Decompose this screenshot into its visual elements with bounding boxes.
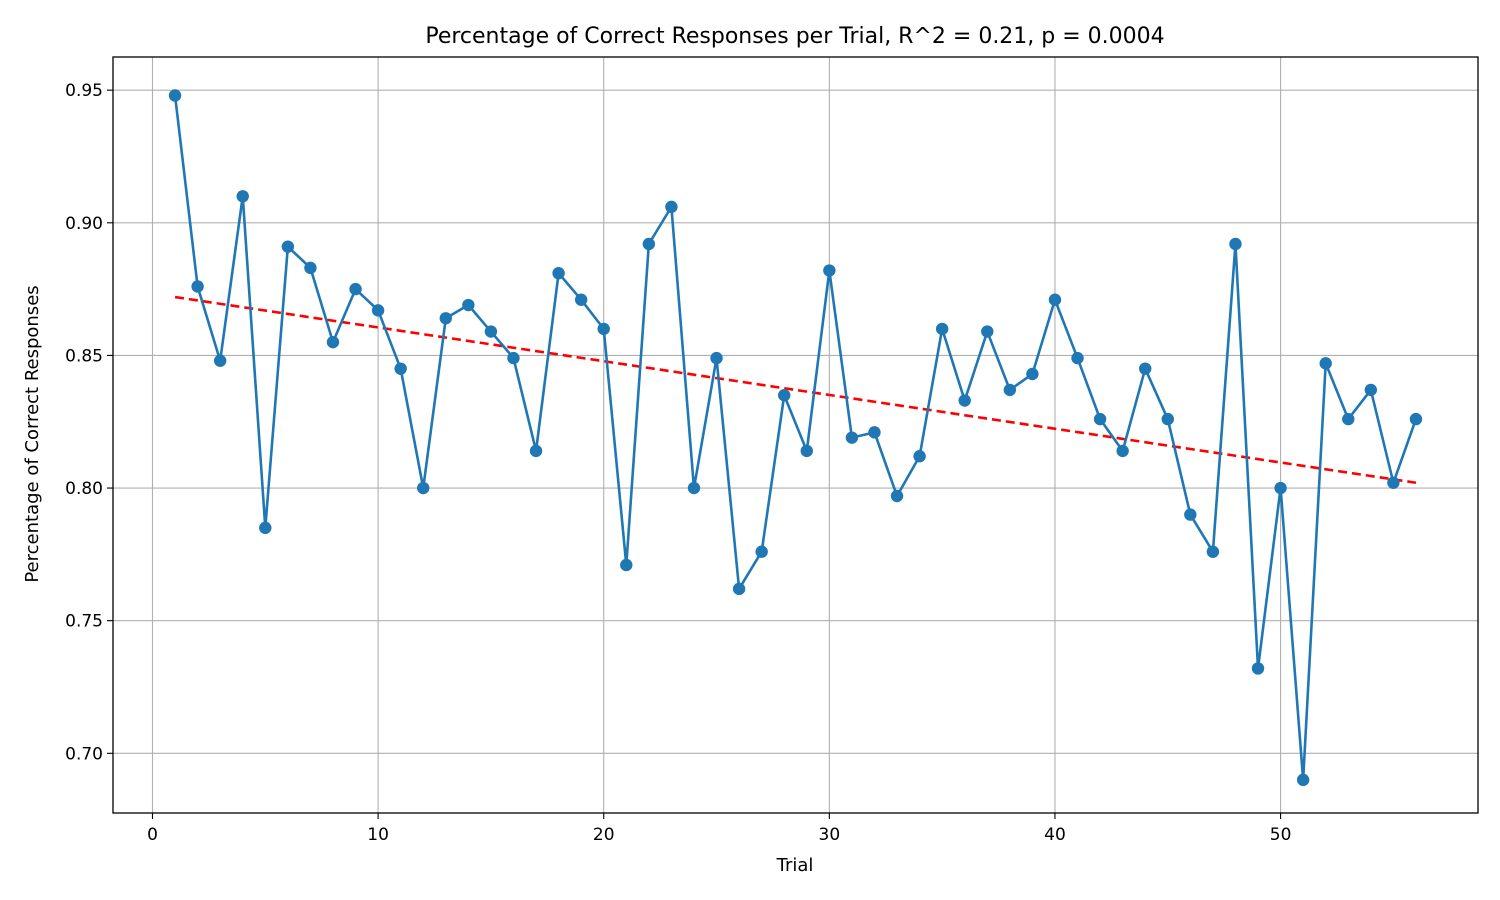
data-point — [778, 389, 791, 402]
data-point — [913, 450, 926, 463]
x-tick-label: 50 — [1270, 825, 1292, 845]
data-point — [620, 558, 633, 572]
y-tick-label: 0.95 — [65, 81, 103, 101]
data-point — [574, 293, 588, 306]
data-point — [507, 351, 520, 365]
data-point — [1387, 476, 1400, 489]
data-point — [1229, 237, 1242, 251]
data-point — [304, 261, 317, 275]
data-point — [371, 304, 385, 317]
data-point — [1274, 481, 1287, 495]
data-point — [755, 545, 768, 558]
x-tick-label: 40 — [1044, 825, 1066, 845]
y-tick-label: 0.90 — [65, 214, 103, 234]
data-point — [281, 240, 295, 253]
data-point — [529, 444, 543, 458]
data-point — [259, 521, 272, 535]
y-tick-label: 0.80 — [65, 479, 103, 499]
data-point — [417, 481, 430, 495]
data-point — [191, 280, 204, 293]
data-point — [868, 426, 881, 439]
y-axis-label: Percentage of Correct Responses — [22, 285, 43, 582]
data-point — [823, 264, 836, 277]
data-point — [1251, 662, 1265, 675]
data-point — [1319, 357, 1332, 370]
data-point — [687, 481, 701, 495]
data-point — [462, 298, 475, 312]
data-point — [597, 322, 610, 336]
data-point — [1206, 545, 1220, 558]
data-point — [1048, 293, 1062, 306]
data-point — [439, 312, 452, 325]
data-point — [1342, 412, 1355, 426]
x-tick-label: 0 — [147, 825, 158, 845]
data-point — [642, 237, 656, 251]
data-point — [1093, 412, 1107, 426]
data-point — [326, 335, 340, 349]
data-point — [800, 444, 813, 458]
chart-title: Percentage of Correct Responses per Tria… — [425, 24, 1164, 49]
data-series-layer — [168, 89, 1423, 787]
data-point — [958, 394, 971, 407]
series-line — [173, 95, 1418, 782]
data-point — [168, 89, 182, 102]
data-point — [732, 582, 746, 596]
x-tick-label: 30 — [819, 825, 841, 845]
axis-ticks: 0 10 20 30 40 50 0.70 0.75 0.80 0.85 0.90 0.95 — [65, 81, 1291, 845]
data-point — [935, 322, 949, 336]
data-point — [845, 431, 859, 444]
data-point — [1003, 383, 1017, 397]
data-point — [1296, 773, 1310, 787]
x-tick-label: 10 — [367, 825, 389, 845]
data-point — [1409, 412, 1423, 426]
y-tick-label: 0.85 — [65, 346, 103, 366]
data-point — [665, 200, 678, 214]
data-point — [349, 282, 362, 296]
data-point — [552, 266, 565, 280]
y-tick-label: 0.70 — [65, 744, 103, 764]
grid-lines — [113, 57, 1478, 813]
data-point — [710, 351, 723, 365]
data-point — [1071, 351, 1084, 365]
data-point — [1184, 508, 1197, 521]
y-tick-label: 0.75 — [65, 612, 103, 632]
data-point — [1161, 412, 1174, 426]
x-axis-label: Trial — [776, 855, 814, 876]
data-point — [484, 325, 498, 338]
data-point — [981, 325, 994, 338]
x-tick-label: 20 — [593, 825, 615, 845]
data-point — [213, 354, 227, 367]
data-point — [1364, 383, 1378, 397]
data-point — [394, 362, 407, 375]
data-point — [236, 190, 249, 203]
axes-frame — [112, 56, 1479, 814]
data-point — [1139, 362, 1152, 375]
data-point — [1116, 444, 1129, 458]
data-point — [1026, 367, 1039, 381]
data-point — [890, 489, 904, 503]
